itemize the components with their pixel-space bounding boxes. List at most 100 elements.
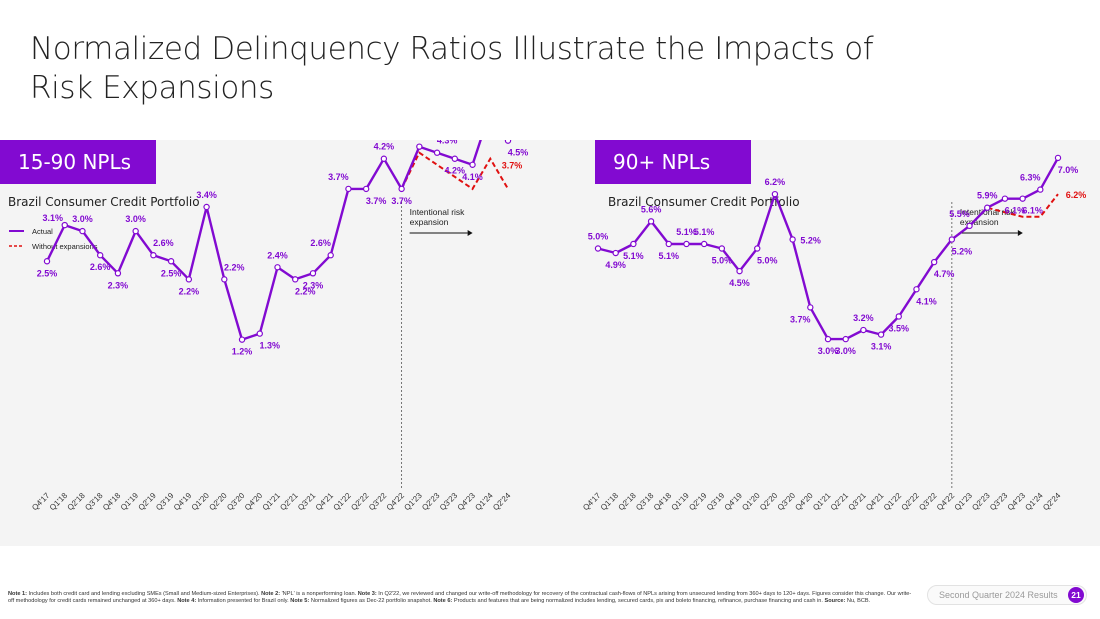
footnote-text: 'NPL' is a nonperforming loan. — [280, 591, 358, 597]
actual-point — [504, 140, 512, 144]
footnotes: Note 1: Includes both credit card and le… — [8, 591, 913, 606]
without-expansions-line — [400, 151, 509, 191]
without-data-label: 6.2% — [1066, 190, 1087, 200]
actual-point — [96, 252, 104, 259]
actual-data-label: 2.6% — [310, 238, 331, 248]
x-tick-label: Q4'19 — [172, 491, 194, 513]
x-tick-label: Q4'21 — [314, 491, 336, 513]
actual-data-label: 3.1% — [42, 213, 63, 223]
footnote-text: Includes both credit card and lending ex… — [26, 591, 262, 597]
actual-data-label: 1.2% — [232, 347, 253, 357]
x-tick-label: Q4'20 — [243, 491, 265, 513]
actual-point — [647, 218, 655, 225]
x-tick-label: Q3'20 — [776, 491, 798, 513]
actual-point — [345, 185, 352, 193]
actual-data-label: 5.5% — [949, 209, 970, 219]
x-tick-label: Q2'18 — [66, 491, 88, 513]
x-tick-label: Q4'20 — [793, 491, 815, 513]
actual-data-label: 2.5% — [37, 268, 58, 278]
actual-point — [683, 240, 690, 248]
actual-data-label: 6.3% — [1020, 173, 1041, 183]
actual-data-label: 5.2% — [800, 235, 821, 245]
footnote-text: In Q2'22, we reviewed and changed our wr… — [8, 591, 912, 605]
actual-point — [754, 245, 761, 252]
x-tick-label: Q4'18 — [101, 491, 123, 513]
x-tick-label: Q1'23 — [953, 491, 975, 513]
actual-data-label: 2.2% — [224, 262, 245, 272]
legend-without-label: Without expansions — [32, 242, 98, 251]
actual-data-label: 5.1% — [694, 227, 715, 237]
x-tick-label: Q2'24 — [491, 491, 513, 513]
actual-point — [309, 270, 317, 277]
actual-data-label: 2.3% — [108, 280, 129, 290]
x-tick-label: Q4'21 — [864, 491, 886, 513]
actual-data-label: 3.0% — [125, 214, 146, 224]
actual-data-label: 4.5% — [729, 278, 750, 288]
footnote-key: Note 4: — [177, 598, 197, 605]
annotation-arrowhead — [1017, 230, 1023, 236]
actual-point — [79, 227, 86, 235]
footnote-text: Products and features that are being nor… — [452, 598, 825, 605]
actual-point — [948, 236, 956, 243]
actual-data-label: 5.0% — [588, 232, 609, 242]
x-tick-label: Q2'23 — [970, 491, 992, 513]
actual-point — [877, 331, 885, 338]
actual-data-label: 3.7% — [391, 196, 412, 206]
footnote-key: Note 2: — [261, 591, 281, 597]
actual-point — [327, 252, 334, 259]
x-tick-label: Q4'17 — [581, 491, 603, 513]
actual-data-label: 4.1% — [916, 296, 937, 306]
actual-data-label: 5.1% — [659, 251, 680, 261]
actual-data-label: 2.4% — [267, 250, 288, 260]
actual-data-label: 1.3% — [260, 341, 281, 351]
actual-point — [913, 286, 920, 293]
x-tick-label: Q2'21 — [829, 491, 851, 513]
actual-point — [451, 155, 459, 162]
actual-data-label: 7.0% — [1058, 165, 1079, 175]
actual-data-label: 3.0% — [818, 346, 839, 356]
actual-point — [630, 240, 637, 248]
x-tick-label: Q1'20 — [740, 491, 762, 513]
actual-data-label: 2.6% — [90, 262, 111, 272]
actual-point — [718, 245, 726, 252]
x-tick-label: Q1'22 — [332, 491, 354, 513]
actual-point — [274, 264, 281, 271]
actual-point — [594, 245, 602, 252]
without-expansions-line — [951, 193, 1059, 241]
chart-subtitle-right: Brazil Consumer Credit Portfolio — [608, 195, 800, 209]
actual-data-label: 3.4% — [196, 190, 217, 200]
actual-point — [380, 155, 388, 162]
actual-data-label: 2.6% — [153, 238, 174, 248]
actual-point — [984, 204, 991, 211]
x-tick-label: Q1'18 — [48, 491, 70, 513]
actual-point — [238, 336, 246, 343]
annotation-text: Intentional risk — [410, 207, 466, 217]
x-tick-label: Q2'21 — [278, 491, 300, 513]
charts-panel — [0, 140, 1100, 546]
actual-point — [43, 258, 51, 265]
actual-data-label: 3.7% — [328, 172, 349, 182]
x-tick-label: Q3'18 — [83, 491, 105, 513]
x-tick-label: Q2'18 — [617, 491, 639, 513]
actual-line — [597, 157, 1060, 341]
actual-point — [807, 304, 814, 311]
actual-data-label: 2.2% — [295, 286, 316, 296]
actual-point — [132, 227, 139, 235]
x-tick-label: Q1'19 — [119, 491, 141, 513]
page-title: Normalized Delinquency Ratios Illustrate… — [30, 31, 874, 106]
actual-data-label: 5.9% — [977, 191, 998, 201]
x-tick-label: Q1'20 — [190, 491, 212, 513]
actual-data-label: 6.1% — [1022, 206, 1043, 216]
actual-data-label: 5.1% — [623, 251, 644, 261]
x-tick-label: Q4'17 — [30, 491, 52, 513]
annotation-arrowhead — [467, 230, 473, 236]
x-tick-label: Q4'19 — [723, 491, 745, 513]
results-label: Second Quarter 2024 Results — [939, 590, 1058, 600]
x-tick-label: Q1'24 — [473, 491, 495, 513]
x-tick-label: Q1'19 — [670, 491, 692, 513]
x-tick-label: Q2'23 — [420, 491, 442, 513]
actual-point — [61, 221, 68, 229]
chart-subtitle-left: Brazil Consumer Credit Portfolio — [8, 195, 200, 209]
actual-point — [292, 276, 299, 283]
x-tick-label: Q2'20 — [758, 491, 780, 513]
